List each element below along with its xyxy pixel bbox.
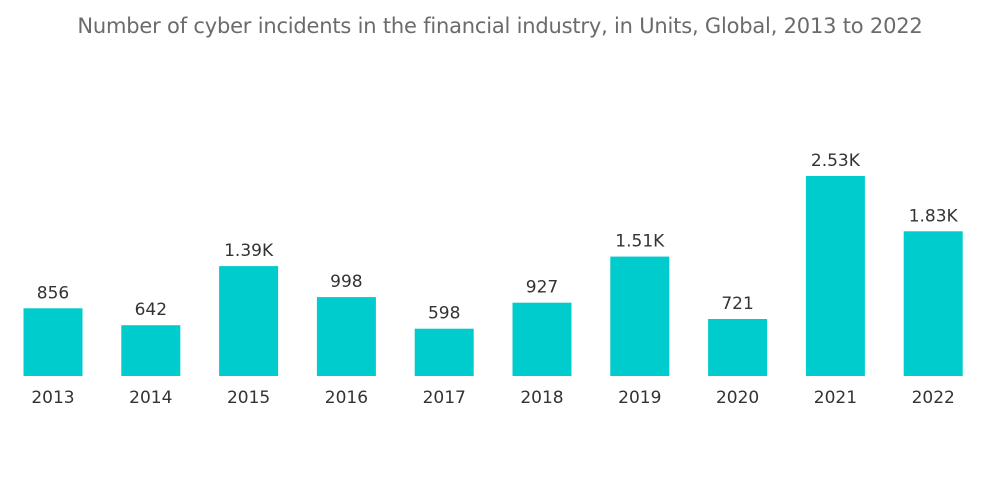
data-label-2018: 927 [526, 278, 558, 298]
bar-2022 [903, 231, 963, 376]
bar-2016 [316, 297, 376, 376]
data-label-2019: 1.51K [615, 232, 665, 252]
x-tick-label-2017: 2017 [423, 388, 466, 408]
x-tick-label-2020: 2020 [716, 388, 759, 408]
data-label-2016: 998 [330, 272, 362, 292]
data-label-2013: 856 [37, 283, 69, 303]
bar-2017 [414, 328, 474, 376]
bar-2018 [512, 302, 572, 376]
x-tick-label-2015: 2015 [227, 388, 270, 408]
bar-2020 [708, 319, 768, 376]
data-labels-group: 856 642 1.39K 998 598 927 1.51K 721 2.53K 1.83K [37, 151, 959, 324]
data-label-2015: 1.39K [224, 241, 274, 261]
data-label-2014: 642 [135, 300, 167, 320]
data-label-2020: 721 [721, 294, 753, 314]
x-tick-labels-group: 2013 2014 2015 2016 2017 2018 2019 2020 2021 2022 [31, 388, 954, 408]
data-label-2021: 2.53K [811, 151, 861, 171]
x-tick-label-2022: 2022 [912, 388, 955, 408]
x-tick-label-2018: 2018 [520, 388, 563, 408]
data-label-2022: 1.83K [909, 206, 959, 226]
bar-2021 [805, 176, 865, 376]
bar-2015 [219, 266, 279, 376]
bars-group [23, 176, 963, 376]
bar-2019 [610, 256, 670, 376]
x-tick-label-2021: 2021 [814, 388, 857, 408]
bar-2013 [23, 308, 83, 376]
x-tick-label-2016: 2016 [325, 388, 368, 408]
x-tick-label-2014: 2014 [129, 388, 172, 408]
x-tick-label-2019: 2019 [618, 388, 661, 408]
chart-title: Number of cyber incidents in the financi… [77, 14, 923, 38]
x-tick-label-2013: 2013 [31, 388, 74, 408]
data-label-2017: 598 [428, 304, 460, 324]
bar-2014 [121, 325, 181, 376]
